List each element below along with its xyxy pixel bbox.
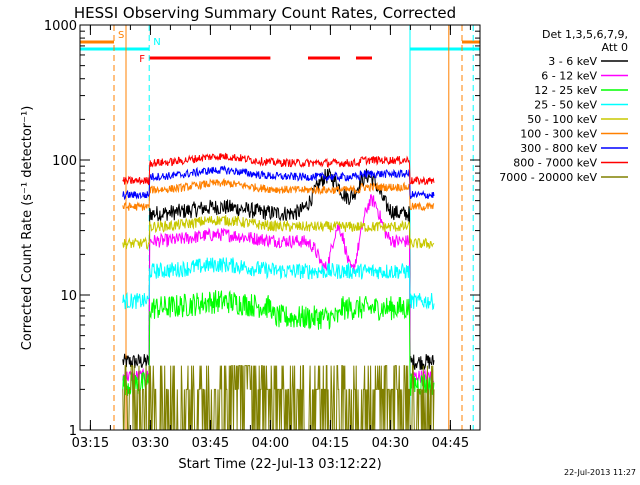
legend-label: 800 - 7000 keV — [513, 157, 597, 170]
x-tick-label: 03:30 — [132, 436, 169, 451]
legend-label: 6 - 12 keV — [541, 70, 597, 83]
x-tick-label: 04:15 — [312, 436, 349, 451]
legend-label: 3 - 6 keV — [548, 55, 597, 68]
flags-layer: S NF — [80, 30, 480, 65]
x-tick-label: 03:15 — [72, 436, 109, 451]
x-tick-label: 04:30 — [372, 436, 409, 451]
series-line — [122, 194, 435, 384]
chart-title: HESSI Observing Summary Count Rates, Cor… — [74, 4, 456, 22]
legend-header: Det 1,3,5,6,7,9, — [542, 28, 628, 41]
plot-frame — [79, 24, 481, 431]
legend-label: 25 - 50 keV — [534, 99, 597, 112]
legend-label: 300 - 800 keV — [520, 142, 597, 155]
series-line — [122, 165, 435, 201]
y-tick-label: 1000 — [44, 19, 77, 34]
y-axis-label: Corrected Count Rate (s⁻¹ detector⁻¹) — [20, 106, 35, 351]
series-line — [122, 365, 435, 431]
series-layer — [122, 152, 435, 431]
y-tick-label: 100 — [52, 154, 77, 169]
legend-label: 12 - 25 keV — [534, 84, 597, 97]
x-tick-label: 04:00 — [252, 436, 289, 451]
series-line — [122, 215, 435, 250]
legend: Det 1,3,5,6,7,9, Att 0 3 - 6 keV 6 - 12 k… — [499, 28, 628, 184]
legend-label: 100 - 300 keV — [520, 128, 597, 141]
y-tick-label: 10 — [60, 289, 77, 304]
series-line — [122, 289, 435, 396]
series-line — [122, 168, 435, 371]
footer-timestamp: 22-Jul-2013 11:27 — [564, 468, 636, 477]
series-line — [122, 257, 435, 311]
series-line — [122, 152, 435, 186]
series-line — [122, 177, 435, 212]
legend-label: 50 - 100 keV — [527, 113, 597, 126]
x-tick-label: 04:45 — [432, 436, 469, 451]
legend-subheader: Att 0 — [602, 41, 628, 54]
axes-layer: 03:15 03:30 03:45 04:00 04:15 04:30 04:45 1 10 10… — [44, 19, 480, 451]
x-axis-label: Start Time (22-Jul-13 03:12:22) — [178, 457, 381, 472]
flag-label: S — [118, 30, 124, 41]
legend-label: 7000 - 20000 keV — [499, 171, 597, 184]
flag-label: F — [139, 54, 145, 65]
x-tick-label: 03:45 — [192, 436, 229, 451]
flag-label: N — [153, 37, 160, 48]
y-tick-label: 1 — [69, 424, 77, 439]
